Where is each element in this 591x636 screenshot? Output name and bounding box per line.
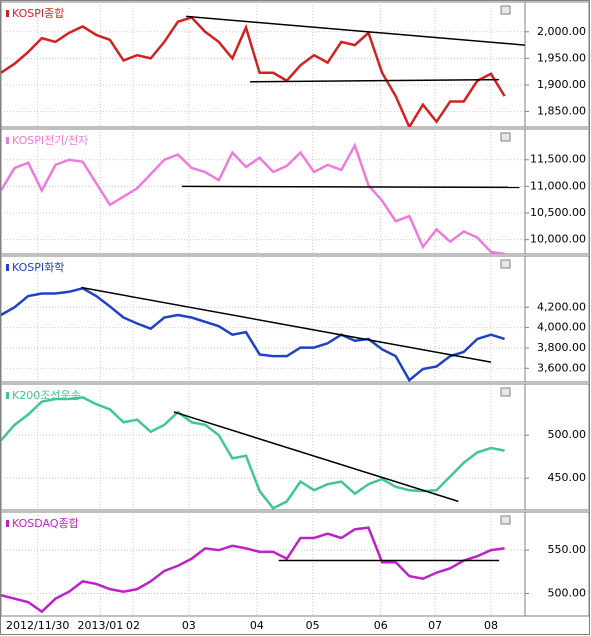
- y-tick-label: 10,000.00: [530, 233, 586, 246]
- panel: [0, 255, 590, 383]
- y-tick-label: 500.00: [548, 428, 587, 441]
- panel-title: KOSPI전기/전자: [12, 134, 88, 147]
- y-tick-label: 450.00: [548, 471, 587, 484]
- trendline: [81, 286, 492, 363]
- y-tick-label: 10,500.00: [530, 206, 586, 219]
- legend-swatch: [6, 264, 9, 271]
- y-tick-label: 4,000.00: [537, 321, 586, 334]
- y-tick-label: 550.00: [548, 543, 587, 556]
- line: [1, 142, 505, 254]
- line: [1, 287, 505, 382]
- panel: [0, 511, 590, 617]
- panel-button[interactable]: [500, 132, 511, 142]
- line: [1, 15, 506, 127]
- panel-button[interactable]: [500, 259, 511, 269]
- y-tick-label: 3,800.00: [537, 341, 586, 354]
- x-tick-label: 2013/01: [78, 619, 124, 632]
- x-tick-label: 2012/11/30: [6, 619, 69, 632]
- legend-swatch: [6, 10, 9, 17]
- plot: [1, 526, 505, 614]
- panel: [0, 128, 590, 255]
- x-tick-label: 03: [182, 619, 196, 632]
- plot: [1, 286, 505, 382]
- y-tick-label: 2,000.00: [537, 25, 586, 38]
- x-tick-label: 02: [126, 619, 140, 632]
- plot: [1, 142, 520, 254]
- x-tick-label: 06: [374, 619, 388, 632]
- panel: [0, 1, 590, 128]
- trendline: [173, 411, 459, 503]
- panel-title: KOSPI종합: [12, 7, 64, 20]
- panel-title: KOSPI화학: [12, 261, 64, 274]
- line: [1, 526, 505, 614]
- x-tick-label: 07: [428, 619, 442, 632]
- y-tick-label: 1,900.00: [537, 78, 586, 91]
- panel: [0, 383, 590, 511]
- plot: [1, 15, 525, 127]
- legend-swatch: [6, 392, 9, 399]
- trendline: [186, 15, 525, 46]
- legend-swatch: [6, 520, 9, 527]
- panel-button[interactable]: [500, 515, 511, 525]
- panel-button[interactable]: [500, 387, 511, 397]
- plot: [1, 396, 505, 510]
- panel-button[interactable]: [500, 5, 511, 15]
- legend-swatch: [6, 137, 9, 144]
- y-tick-label: 11,000.00: [530, 179, 586, 192]
- y-tick-label: 4,200.00: [537, 300, 586, 313]
- y-tick-label: 11,500.00: [530, 153, 586, 166]
- x-tick-label: 04: [250, 619, 264, 632]
- y-tick-label: 500.00: [548, 586, 587, 599]
- x-tick-label: 05: [306, 619, 320, 632]
- line: [1, 396, 505, 510]
- y-tick-label: 1,950.00: [537, 51, 586, 64]
- x-tick-label: 08: [484, 619, 498, 632]
- trendline: [182, 185, 520, 189]
- y-tick-label: 1,850.00: [537, 105, 586, 118]
- panel-title: KOSDAQ종합: [12, 517, 79, 530]
- trendline: [250, 78, 500, 83]
- y-tick-label: 3,600.00: [537, 361, 586, 374]
